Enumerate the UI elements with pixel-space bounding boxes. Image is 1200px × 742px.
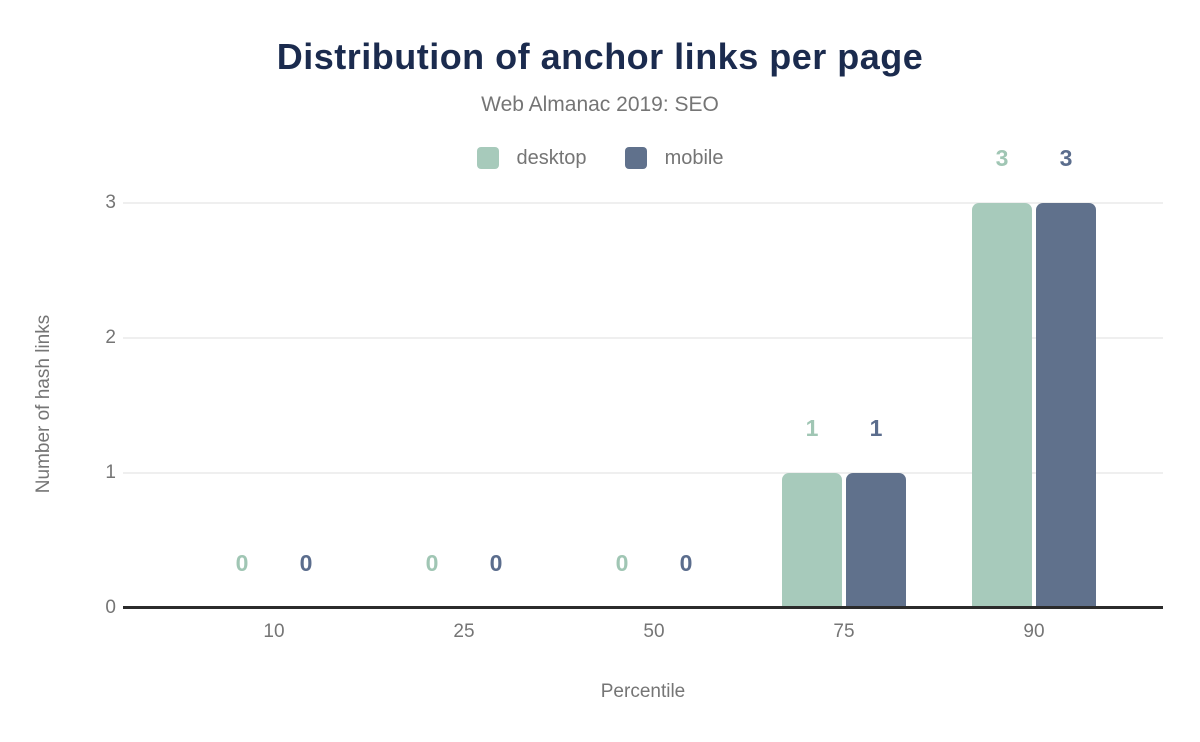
y-axis-title: Number of hash links: [33, 314, 54, 494]
x-tick-label: 90: [1023, 621, 1045, 642]
gridline-y3: [123, 202, 1163, 204]
bar-mobile-p75[interactable]: [846, 473, 906, 608]
gridline-y1: [123, 472, 1163, 474]
x-tick-label: 10: [263, 621, 285, 642]
legend-label-desktop: desktop: [516, 147, 587, 169]
bar-value-label: 3: [995, 145, 1009, 171]
legend-swatch-mobile-icon: [624, 147, 647, 169]
bar-value-label: 0: [489, 550, 503, 576]
bar-value-label: 0: [299, 550, 313, 576]
legend-item-mobile: mobile: [624, 146, 724, 170]
legend: desktop mobile: [0, 145, 1200, 171]
bar-value-label: 0: [235, 550, 249, 576]
legend-label-mobile: mobile: [664, 147, 724, 169]
bar-value-label: 0: [679, 550, 693, 576]
bar-value-label: 3: [1059, 145, 1073, 171]
bar-desktop-p75[interactable]: [782, 473, 842, 608]
chart-subtitle: Web Almanac 2019: SEO: [481, 93, 719, 116]
x-axis-title: Percentile: [600, 681, 686, 702]
gridline-y2: [123, 337, 1163, 339]
bar-mobile-p90[interactable]: [1036, 203, 1096, 608]
legend-swatch-desktop-icon: [476, 147, 499, 169]
legend-item-desktop: desktop: [476, 146, 587, 170]
x-tick-label: 50: [643, 621, 665, 642]
bar-value-label: 0: [425, 550, 439, 576]
bar-value-label: 0: [615, 550, 629, 576]
y-tick-label: 1: [105, 462, 116, 483]
x-axis-baseline: [123, 606, 1163, 609]
y-tick-label: 2: [105, 327, 116, 348]
x-tick-label: 75: [833, 621, 855, 642]
y-tick-label: 3: [105, 192, 116, 213]
bar-value-label: 1: [805, 415, 819, 441]
chart-title: Distribution of anchor links per page: [276, 36, 924, 77]
y-tick-label: 0: [105, 597, 116, 618]
bar-desktop-p90[interactable]: [972, 203, 1032, 608]
bar-value-label: 1: [869, 415, 883, 441]
x-tick-label: 25: [453, 621, 475, 642]
